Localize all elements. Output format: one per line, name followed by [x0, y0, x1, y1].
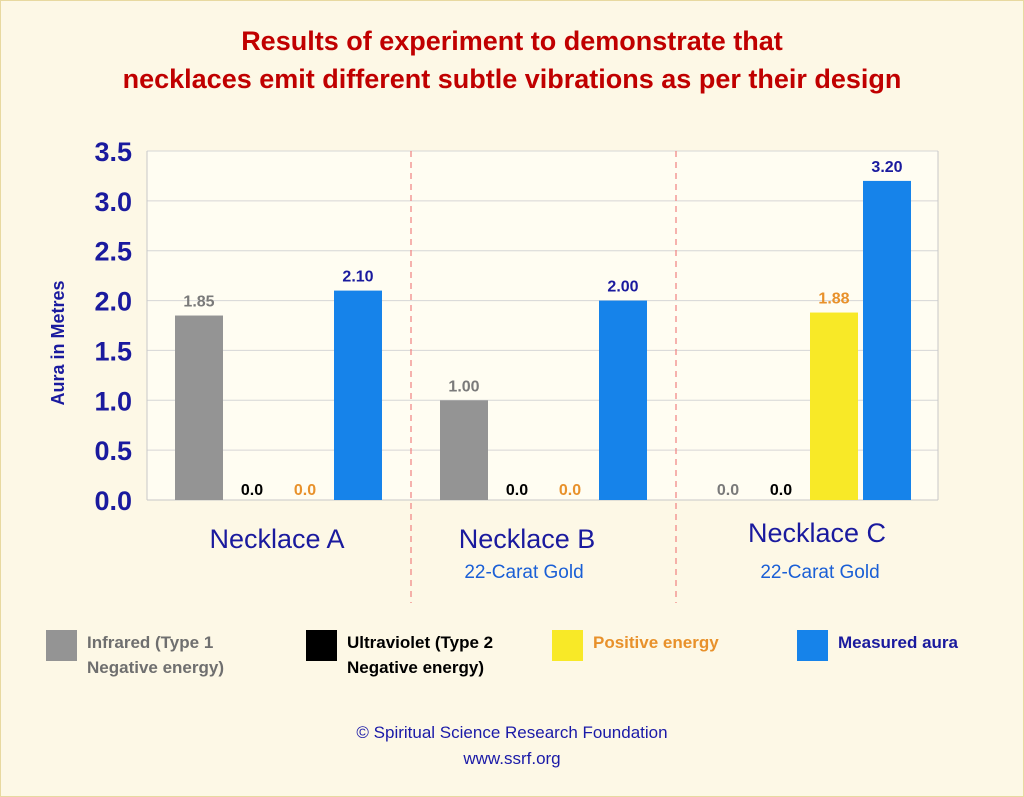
bar — [863, 180, 911, 500]
legend-label-positive-energy-line1: Positive energy — [593, 633, 719, 652]
legend-swatch-ultraviolet — [306, 630, 337, 661]
legend-item-infrared: Infrared (Type 1 Negative energy) — [46, 630, 224, 680]
legend-swatch-infrared — [46, 630, 77, 661]
legend-label-infrared-line2: Negative energy) — [87, 658, 224, 677]
legend-label-measured-aura-line1: Measured aura — [838, 633, 958, 652]
plot-area — [147, 151, 938, 500]
data-label: 1.85 — [183, 294, 214, 311]
data-label: 3.20 — [871, 159, 902, 176]
legend-item-positive-energy: Positive energy — [552, 630, 719, 661]
legend-item-ultraviolet: Ultraviolet (Type 2 Negative energy) — [306, 630, 493, 680]
legend-label-infrared: Infrared (Type 1 Negative energy) — [87, 630, 224, 680]
bar-chart: 0.0 0.5 1.0 1.5 2.0 2.5 3.0 3.5 Aura in Metres 1.… — [48, 137, 939, 603]
data-label: 0.0 — [770, 482, 792, 499]
y-tick-label: 2.5 — [94, 237, 132, 267]
category-label: Necklace B — [459, 524, 596, 554]
data-label: 0.0 — [241, 482, 263, 499]
data-label: 1.88 — [818, 291, 849, 308]
legend-label-ultraviolet-line1: Ultraviolet (Type 2 — [347, 633, 494, 652]
footer-copyright: © Spiritual Science Research Foundation — [356, 723, 668, 742]
legend-label-ultraviolet: Ultraviolet (Type 2 Negative energy) — [347, 630, 493, 680]
data-label: 0.0 — [294, 482, 316, 499]
y-tick-label: 3.5 — [94, 137, 132, 167]
bar — [599, 300, 647, 500]
data-label: 0.0 — [506, 482, 528, 499]
category-sublabel: 22-Carat Gold — [464, 562, 583, 583]
y-axis-label: Aura in Metres — [48, 280, 68, 405]
y-tick-label: 1.0 — [94, 386, 132, 416]
data-label: 2.00 — [607, 279, 638, 296]
y-tick-label: 0.5 — [94, 436, 132, 466]
chart-title-line-2: necklaces emit different subtle vibratio… — [122, 64, 902, 94]
y-tick-label: 0.0 — [94, 486, 132, 516]
data-label: 0.0 — [559, 482, 581, 499]
legend-swatch-positive-energy — [552, 630, 583, 661]
category-label: Necklace A — [209, 524, 344, 554]
bar — [810, 312, 858, 500]
legend-swatch-measured-aura — [797, 630, 828, 661]
data-label: 0.0 — [717, 482, 739, 499]
legend-label-measured-aura: Measured aura — [838, 630, 958, 655]
bar — [334, 290, 382, 500]
legend-label-positive-energy: Positive energy — [593, 630, 719, 655]
chart-title-line-1: Results of experiment to demonstrate tha… — [241, 26, 783, 56]
bar — [175, 315, 223, 500]
y-tick-label: 2.0 — [94, 287, 132, 317]
y-tick-label: 3.0 — [94, 187, 132, 217]
data-label: 1.00 — [448, 378, 479, 395]
legend-item-measured-aura: Measured aura — [797, 630, 958, 661]
category-sublabel: 22-Carat Gold — [760, 562, 879, 583]
footer-url: www.ssrf.org — [463, 749, 561, 768]
category-label: Necklace C — [748, 518, 886, 548]
legend-label-infrared-line1: Infrared (Type 1 — [87, 633, 214, 652]
legend-label-ultraviolet-line2: Negative energy) — [347, 658, 484, 677]
y-tick-label: 1.5 — [94, 336, 132, 366]
bar — [440, 400, 488, 500]
data-label: 2.10 — [342, 269, 373, 286]
